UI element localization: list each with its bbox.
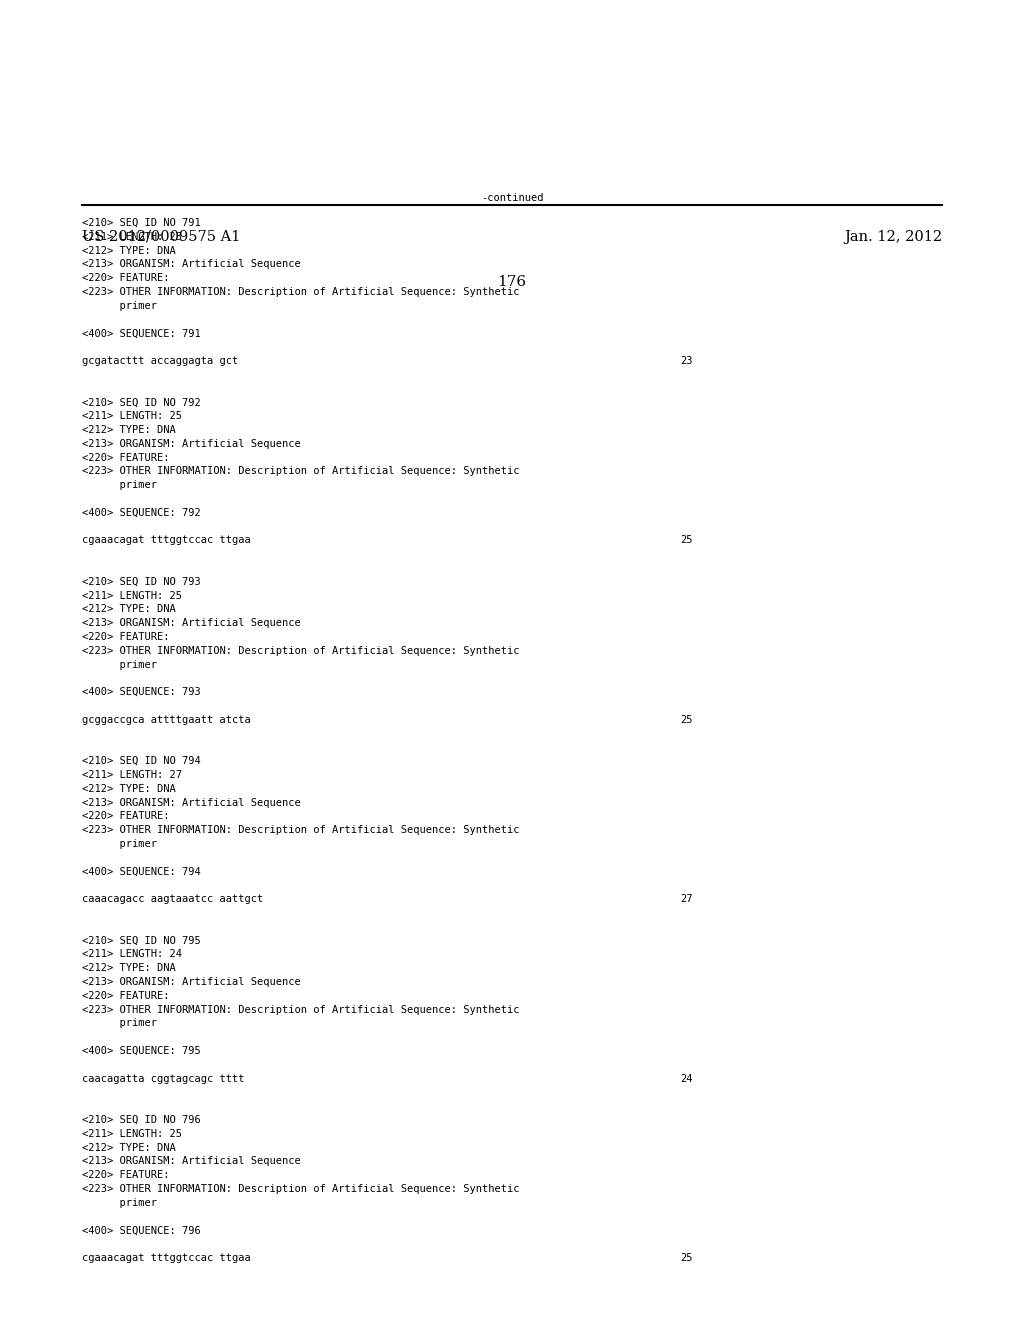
Text: <212> TYPE: DNA: <212> TYPE: DNA: [82, 246, 176, 256]
Text: 23: 23: [680, 356, 692, 366]
Text: <400> SEQUENCE: 793: <400> SEQUENCE: 793: [82, 688, 201, 697]
Text: <210> SEQ ID NO 794: <210> SEQ ID NO 794: [82, 756, 201, 766]
Text: <212> TYPE: DNA: <212> TYPE: DNA: [82, 784, 176, 793]
Text: <210> SEQ ID NO 795: <210> SEQ ID NO 795: [82, 936, 201, 945]
Text: 25: 25: [680, 536, 692, 545]
Text: caaacagacc aagtaaatcc aattgct: caaacagacc aagtaaatcc aattgct: [82, 894, 263, 904]
Text: <220> FEATURE:: <220> FEATURE:: [82, 453, 170, 462]
Text: <210> SEQ ID NO 791: <210> SEQ ID NO 791: [82, 218, 201, 228]
Text: <400> SEQUENCE: 796: <400> SEQUENCE: 796: [82, 1225, 201, 1236]
Text: <223> OTHER INFORMATION: Description of Artificial Sequence: Synthetic: <223> OTHER INFORMATION: Description of …: [82, 1005, 519, 1015]
Text: Jan. 12, 2012: Jan. 12, 2012: [844, 230, 942, 244]
Text: <223> OTHER INFORMATION: Description of Artificial Sequence: Synthetic: <223> OTHER INFORMATION: Description of …: [82, 1184, 519, 1195]
Text: 25: 25: [680, 1253, 692, 1263]
Text: primer: primer: [82, 301, 157, 310]
Text: <220> FEATURE:: <220> FEATURE:: [82, 1171, 170, 1180]
Text: <211> LENGTH: 27: <211> LENGTH: 27: [82, 770, 182, 780]
Text: cgaaacagat tttggtccac ttgaa: cgaaacagat tttggtccac ttgaa: [82, 1253, 251, 1263]
Text: <212> TYPE: DNA: <212> TYPE: DNA: [82, 964, 176, 973]
Text: <400> SEQUENCE: 792: <400> SEQUENCE: 792: [82, 508, 201, 517]
Text: 176: 176: [498, 275, 526, 289]
Text: caacagatta cggtagcagc tttt: caacagatta cggtagcagc tttt: [82, 1073, 245, 1084]
Text: primer: primer: [82, 480, 157, 490]
Text: <211> LENGTH: 24: <211> LENGTH: 24: [82, 949, 182, 960]
Text: primer: primer: [82, 1197, 157, 1208]
Text: <212> TYPE: DNA: <212> TYPE: DNA: [82, 1143, 176, 1152]
Text: <220> FEATURE:: <220> FEATURE:: [82, 812, 170, 821]
Text: gcgatacttt accaggagta gct: gcgatacttt accaggagta gct: [82, 356, 239, 366]
Text: <211> LENGTH: 23: <211> LENGTH: 23: [82, 232, 182, 242]
Text: cgaaacagat tttggtccac ttgaa: cgaaacagat tttggtccac ttgaa: [82, 536, 251, 545]
Text: <213> ORGANISM: Artificial Sequence: <213> ORGANISM: Artificial Sequence: [82, 1156, 301, 1167]
Text: <213> ORGANISM: Artificial Sequence: <213> ORGANISM: Artificial Sequence: [82, 977, 301, 987]
Text: <223> OTHER INFORMATION: Description of Artificial Sequence: Synthetic: <223> OTHER INFORMATION: Description of …: [82, 825, 519, 836]
Text: <210> SEQ ID NO 792: <210> SEQ ID NO 792: [82, 397, 201, 408]
Text: <213> ORGANISM: Artificial Sequence: <213> ORGANISM: Artificial Sequence: [82, 260, 301, 269]
Text: US 2012/0009575 A1: US 2012/0009575 A1: [82, 230, 241, 244]
Text: 25: 25: [680, 715, 692, 725]
Text: <220> FEATURE:: <220> FEATURE:: [82, 991, 170, 1001]
Text: <223> OTHER INFORMATION: Description of Artificial Sequence: Synthetic: <223> OTHER INFORMATION: Description of …: [82, 645, 519, 656]
Text: <213> ORGANISM: Artificial Sequence: <213> ORGANISM: Artificial Sequence: [82, 797, 301, 808]
Text: <213> ORGANISM: Artificial Sequence: <213> ORGANISM: Artificial Sequence: [82, 438, 301, 449]
Text: <220> FEATURE:: <220> FEATURE:: [82, 632, 170, 642]
Text: <212> TYPE: DNA: <212> TYPE: DNA: [82, 425, 176, 436]
Text: <211> LENGTH: 25: <211> LENGTH: 25: [82, 590, 182, 601]
Text: primer: primer: [82, 840, 157, 849]
Text: 27: 27: [680, 894, 692, 904]
Text: <223> OTHER INFORMATION: Description of Artificial Sequence: Synthetic: <223> OTHER INFORMATION: Description of …: [82, 466, 519, 477]
Text: -continued: -continued: [480, 193, 544, 203]
Text: <210> SEQ ID NO 793: <210> SEQ ID NO 793: [82, 577, 201, 587]
Text: <400> SEQUENCE: 791: <400> SEQUENCE: 791: [82, 329, 201, 338]
Text: <213> ORGANISM: Artificial Sequence: <213> ORGANISM: Artificial Sequence: [82, 618, 301, 628]
Text: primer: primer: [82, 660, 157, 669]
Text: <223> OTHER INFORMATION: Description of Artificial Sequence: Synthetic: <223> OTHER INFORMATION: Description of …: [82, 286, 519, 297]
Text: <211> LENGTH: 25: <211> LENGTH: 25: [82, 1129, 182, 1139]
Text: <210> SEQ ID NO 796: <210> SEQ ID NO 796: [82, 1115, 201, 1125]
Text: <211> LENGTH: 25: <211> LENGTH: 25: [82, 412, 182, 421]
Text: <400> SEQUENCE: 794: <400> SEQUENCE: 794: [82, 867, 201, 876]
Text: gcggaccgca attttgaatt atcta: gcggaccgca attttgaatt atcta: [82, 715, 251, 725]
Text: <220> FEATURE:: <220> FEATURE:: [82, 273, 170, 284]
Text: <400> SEQUENCE: 795: <400> SEQUENCE: 795: [82, 1045, 201, 1056]
Text: 24: 24: [680, 1073, 692, 1084]
Text: <212> TYPE: DNA: <212> TYPE: DNA: [82, 605, 176, 614]
Text: primer: primer: [82, 1019, 157, 1028]
